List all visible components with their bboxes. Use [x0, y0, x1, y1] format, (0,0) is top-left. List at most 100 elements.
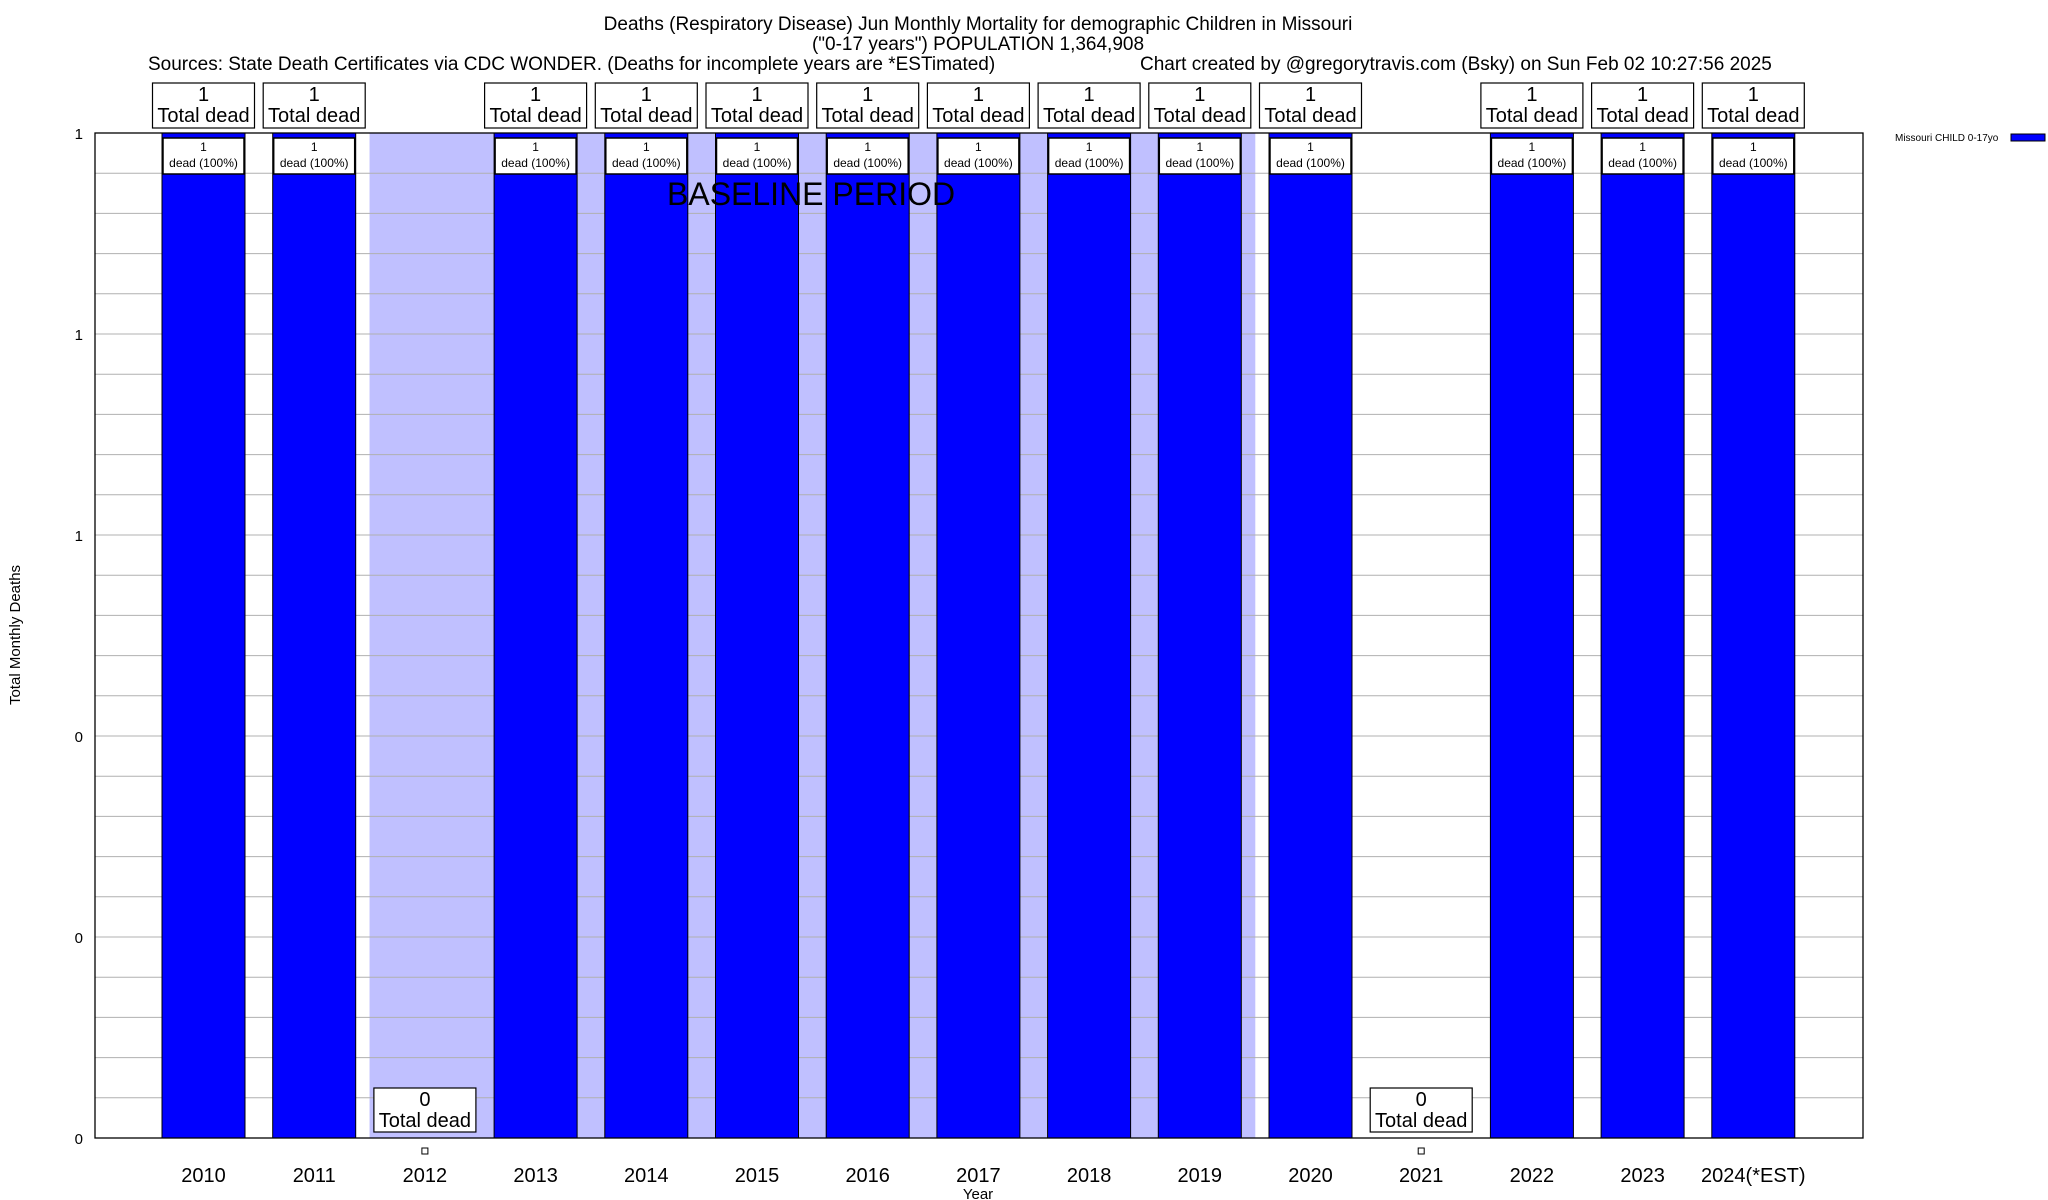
bar-value-box — [826, 137, 909, 175]
total-label-box — [484, 82, 588, 129]
plot-frame — [94, 132, 1864, 1139]
bar-value-label: 1 — [1639, 140, 1646, 154]
bar-value-label: 1 — [311, 140, 318, 154]
y-tick-label: 1 — [75, 528, 83, 545]
total-value-label: 1 — [973, 84, 984, 106]
total-value-label: 1 — [198, 84, 209, 106]
bar-pct-label: dead (100%) — [1276, 156, 1345, 170]
x-tick-label: 2010 — [181, 1165, 226, 1187]
total-value-label: 1 — [1748, 84, 1759, 106]
x-tick-label: 2012 — [403, 1165, 448, 1187]
bar-pct-label: dead (100%) — [944, 156, 1013, 170]
total-dead-label: Total dead — [1264, 105, 1356, 127]
bar-value-box — [1269, 137, 1352, 175]
x-tick-label: 2011 — [293, 1165, 336, 1187]
x-tick-label: 2020 — [1288, 1165, 1333, 1187]
total-label-box — [1258, 82, 1363, 129]
baseline-period-annotation: BASELINE PERIOD — [667, 176, 955, 212]
bar — [604, 132, 689, 1139]
total-label-box — [1148, 82, 1252, 129]
bar-pct-label: dead (100%) — [1498, 156, 1567, 170]
total-dead-label: Total dead — [1596, 105, 1688, 127]
total-label-box — [1480, 82, 1584, 129]
bar — [1047, 132, 1132, 1139]
total-dead-label: Total dead — [379, 1110, 471, 1132]
bar-value-label: 1 — [1529, 140, 1536, 154]
total-label-box — [1590, 82, 1695, 129]
y-tick-label: 0 — [75, 729, 83, 746]
zero-marker — [1417, 1147, 1425, 1155]
bar-pct-label: dead (100%) — [280, 156, 349, 170]
bar-pct-label: dead (100%) — [833, 156, 902, 170]
bar-value-box — [272, 137, 356, 175]
bar — [1268, 132, 1353, 1139]
chart-sources: Sources: State Death Certificates via CD… — [148, 54, 995, 75]
x-tick-label: 2019 — [1178, 1165, 1223, 1187]
bar-value-label: 1 — [1307, 140, 1314, 154]
total-label-box — [262, 82, 366, 129]
bar-pct-label: dead (100%) — [612, 156, 681, 170]
bar-pct-label: dead (100%) — [1165, 156, 1234, 170]
x-tick-label: 2024(*EST) — [1701, 1165, 1806, 1187]
x-axis-label: Year — [963, 1186, 993, 1200]
total-value-label: 1 — [1526, 84, 1537, 106]
bar-value-box — [162, 137, 245, 175]
bar — [1157, 132, 1242, 1139]
total-label-box — [1701, 82, 1805, 129]
bar-value-label: 1 — [1196, 140, 1203, 154]
bar — [936, 132, 1021, 1139]
x-tick-label: 2017 — [956, 1165, 1001, 1187]
bar-pct-label: dead (100%) — [169, 156, 238, 170]
total-label-box — [1037, 82, 1141, 129]
chart-credit: Chart created by @gregorytravis.com (Bsk… — [1140, 54, 1772, 75]
bar — [715, 132, 799, 1139]
bar-pct-label: dead (100%) — [501, 156, 570, 170]
bar-value-box — [937, 137, 1020, 175]
bar-value-box — [715, 137, 799, 175]
total-value-label: 1 — [862, 84, 873, 106]
total-label-box — [705, 82, 809, 129]
bar-value-label: 1 — [1086, 140, 1093, 154]
total-label-box — [816, 82, 920, 129]
bar-value-label: 1 — [975, 140, 982, 154]
bar — [272, 132, 357, 1139]
x-tick-label: 2022 — [1510, 1165, 1555, 1187]
total-label-box — [151, 82, 256, 129]
total-dead-label: Total dead — [1154, 105, 1246, 127]
x-tick-label: 2023 — [1620, 1165, 1665, 1187]
bar-pct-label: dead (100%) — [723, 156, 792, 170]
legend-label: Missouri CHILD 0-17yo — [1895, 133, 1999, 144]
total-label-box — [1369, 1087, 1473, 1133]
y-tick-label: 1 — [75, 126, 83, 143]
total-value-label: 1 — [1084, 84, 1095, 106]
bar — [1600, 132, 1685, 1139]
legend-swatch — [2010, 133, 2046, 142]
total-dead-label: Total dead — [711, 105, 803, 127]
x-tick-label: 2021 — [1399, 1165, 1444, 1187]
bar-value-label: 1 — [532, 140, 539, 154]
total-value-label: 0 — [419, 1089, 430, 1111]
total-dead-label: Total dead — [1375, 1110, 1467, 1132]
bar-value-label: 1 — [754, 140, 761, 154]
total-value-label: 1 — [641, 84, 652, 106]
x-tick-label: 2015 — [735, 1165, 780, 1187]
x-tick-label: 2018 — [1067, 1165, 1112, 1187]
total-label-box — [373, 1087, 477, 1133]
y-tick-label: 0 — [75, 930, 83, 947]
bar — [825, 132, 910, 1139]
y-axis-label: Total Monthly Deaths — [7, 565, 24, 705]
total-dead-label: Total dead — [600, 105, 692, 127]
bar-pct-label: dead (100%) — [1608, 156, 1677, 170]
bar-value-label: 1 — [200, 140, 207, 154]
total-value-label: 1 — [530, 84, 541, 106]
total-dead-label: Total dead — [268, 105, 360, 127]
total-dead-label: Total dead — [822, 105, 914, 127]
total-dead-label: Total dead — [489, 105, 581, 127]
total-value-label: 0 — [1416, 1089, 1427, 1111]
bar-value-box — [1047, 137, 1131, 175]
x-tick-label: 2016 — [845, 1165, 890, 1187]
x-tick-label: 2014 — [624, 1165, 669, 1187]
chart-title-line2: ("0-17 years") POPULATION 1,364,908 — [812, 34, 1144, 55]
bar-pct-label: dead (100%) — [1719, 156, 1788, 170]
